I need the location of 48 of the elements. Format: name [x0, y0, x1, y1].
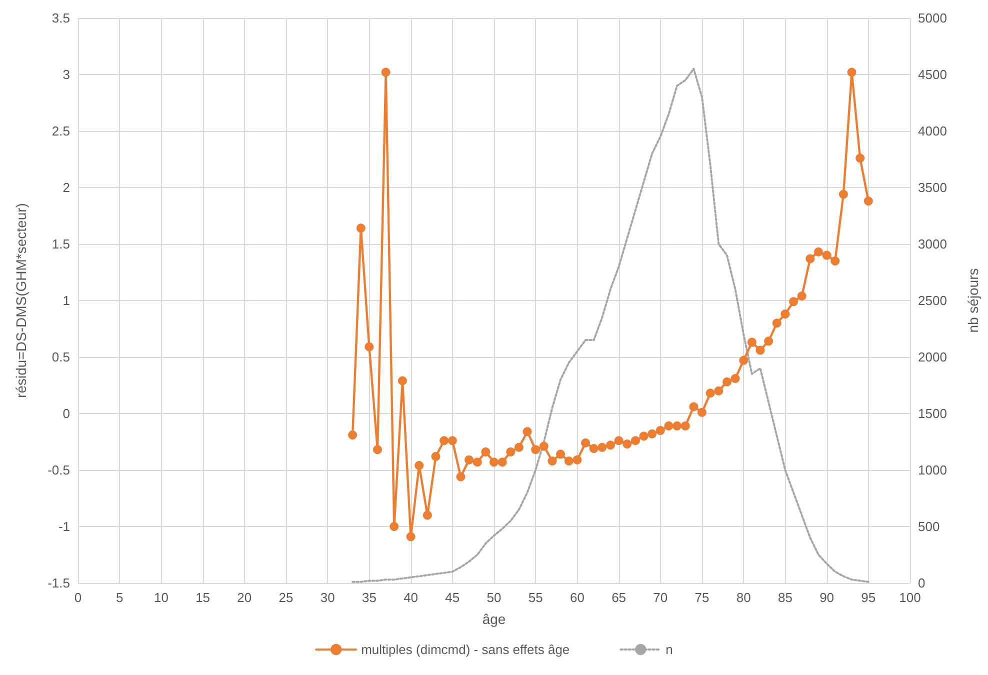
y2-tick-label: 4500 — [918, 67, 947, 82]
y-axis-title: résidu=DS-DMS(GHM*secteur) — [13, 203, 29, 398]
y-tick-label: 0.5 — [52, 350, 70, 364]
y2-tick-label: 3000 — [918, 236, 947, 252]
y2-axis-title: nb séjours — [965, 268, 981, 333]
y-tick-label: -0.5 — [48, 462, 70, 478]
y2-tick-label: 2000 — [918, 350, 947, 364]
x-tick-label: 15 — [196, 590, 210, 605]
x-tick-label: 80 — [736, 590, 751, 605]
x-tick-label: 30 — [320, 590, 335, 605]
legend-label: n — [666, 642, 673, 657]
legend-label: multiples (dimcmd) - sans effets âge — [361, 642, 570, 657]
x-tick-label: 50 — [486, 590, 502, 605]
x-tick-label: 35 — [362, 590, 376, 605]
x-tick-label: 70 — [653, 590, 668, 605]
x-tick-label: 60 — [570, 590, 584, 605]
y2-tick-label: 3500 — [918, 180, 947, 195]
x-tick-label: 75 — [694, 590, 710, 605]
y-tick-label: 2.5 — [52, 124, 70, 138]
x-tick-label: 55 — [528, 590, 543, 605]
y-tick-label: 1.5 — [52, 236, 70, 252]
y-tick-label: 0 — [62, 406, 70, 421]
y2-tick-label: 4000 — [918, 124, 947, 138]
x-tick-label: 95 — [861, 590, 876, 605]
y-tick-label: 3.5 — [52, 10, 70, 26]
y2-tick-label: 2500 — [918, 293, 947, 308]
x-tick-label: 90 — [820, 590, 834, 605]
y2-tick-label: 500 — [918, 519, 940, 534]
x-tick-label: 85 — [778, 590, 792, 605]
x-tick-label: 10 — [154, 590, 168, 605]
y2-tick-label: 0 — [918, 576, 926, 590]
y-tick-label: 3 — [62, 67, 70, 82]
x-tick-label: 25 — [278, 590, 294, 605]
y-tick-label: 2 — [62, 180, 70, 195]
x-tick-label: 40 — [404, 590, 418, 605]
y2-tick-label: 1500 — [918, 406, 947, 421]
y-tick-label: 1 — [62, 293, 70, 308]
x-tick-label: 45 — [445, 590, 460, 605]
x-tick-label: 20 — [237, 590, 252, 605]
x-tick-label: 5 — [116, 590, 124, 605]
y-tick-label: -1 — [58, 519, 70, 534]
x-axis-title: âge — [482, 611, 506, 627]
x-tick-label: 65 — [612, 590, 626, 605]
y2-tick-label: 5000 — [918, 10, 947, 26]
x-tick-label: 0 — [74, 590, 82, 605]
x-tick-label: 100 — [899, 590, 921, 605]
y2-tick-label: 1000 — [918, 462, 947, 478]
y-tick-label: -1.5 — [48, 576, 70, 590]
